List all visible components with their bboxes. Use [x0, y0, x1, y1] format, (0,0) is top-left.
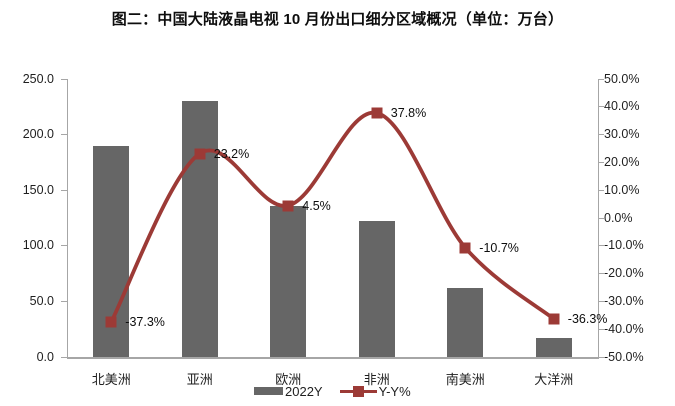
legend: 2022Y Y-Y% [254, 383, 411, 399]
point-label-1: -37.3% [125, 314, 165, 329]
category-label-6: 大洋洲 [534, 372, 574, 387]
point-label-2: 23.2% [213, 146, 250, 161]
category-label-1: 北美洲 [91, 372, 131, 387]
bar-6 [535, 338, 572, 357]
right-axis-tick [598, 106, 604, 108]
right-axis-tick [598, 217, 604, 219]
right-axis-tick-label: 20.0% [604, 154, 640, 169]
right-axis-tick [598, 356, 604, 358]
category-label-3: 欧洲 [275, 372, 302, 387]
point-label-4: 37.8% [390, 105, 427, 120]
chart-title: 图二：中国大陆液晶电视 10 月份出口细分区域概况（单位：万台） [111, 11, 564, 28]
right-axis-tick [598, 134, 604, 136]
bar-2 [181, 101, 218, 357]
left-axis-tick-label: 100.0 [22, 238, 54, 253]
yoy-line-path [109, 110, 556, 324]
right-axis-tick [598, 161, 604, 163]
line-marker-4 [371, 107, 383, 119]
category-label-2: 亚洲 [186, 372, 213, 387]
bar-4 [358, 221, 395, 357]
line-marker-1 [105, 316, 117, 328]
right-axis-tick [598, 328, 604, 330]
x-axis-line [67, 357, 599, 359]
left-axis-tick [61, 300, 67, 302]
right-axis-tick-label: -20.0% [604, 266, 644, 281]
point-label-5: -10.7% [479, 240, 519, 255]
right-axis-tick-label: 10.0% [604, 182, 640, 197]
right-axis-tick-label: -50.0% [604, 349, 644, 364]
right-axis-tick [598, 189, 604, 191]
legend-label-yoy: Y-Y% [378, 383, 411, 399]
right-axis-tick [598, 78, 604, 80]
right-axis-tick-label: 0.0% [604, 210, 633, 225]
right-axis-tick [598, 300, 604, 302]
point-label-3: 4.5% [302, 198, 331, 213]
right-axis-tick-label: 40.0% [604, 99, 640, 114]
legend-label-2022y: 2022Y [285, 383, 323, 399]
legend-line-marker-icon [352, 385, 364, 397]
left-axis-tick [61, 78, 67, 80]
legend-item-2022y: 2022Y [254, 384, 323, 399]
left-axis-tick-label: 0.0 [36, 349, 54, 364]
category-label-4: 非洲 [363, 372, 390, 387]
right-axis-tick-label: -30.0% [604, 293, 644, 308]
line-marker-6 [548, 313, 560, 325]
right-axis-tick-label: 50.0% [604, 71, 640, 86]
point-label-6: -36.3% [567, 311, 608, 326]
left-axis-tick [61, 245, 67, 247]
right-axis-tick [598, 273, 604, 275]
left-axis-tick [61, 134, 67, 136]
left-axis-tick-label: 250.0 [22, 71, 54, 86]
legend-bar-swatch-icon [254, 387, 283, 395]
category-label-5: 南美洲 [445, 372, 485, 387]
legend-line-swatch-icon [339, 385, 377, 397]
left-axis-line [67, 79, 68, 357]
right-axis-tick-label: -40.0% [604, 321, 644, 336]
left-axis-tick [61, 189, 67, 191]
left-axis-tick-label: 200.0 [22, 127, 54, 142]
bar-3 [270, 205, 307, 357]
bar-5 [447, 288, 484, 357]
left-axis-tick [61, 356, 67, 358]
right-axis-tick-label: 30.0% [604, 127, 640, 142]
right-axis-tick-label: -10.0% [604, 238, 644, 253]
right-axis-tick [598, 245, 604, 247]
left-axis-tick-label: 50.0 [29, 293, 54, 308]
legend-item-yoy: Y-Y% [339, 383, 411, 399]
line-marker-2 [194, 148, 206, 159]
line-marker-3 [282, 200, 294, 211]
left-axis-tick-label: 150.0 [22, 182, 54, 197]
line-marker-5 [459, 242, 471, 254]
